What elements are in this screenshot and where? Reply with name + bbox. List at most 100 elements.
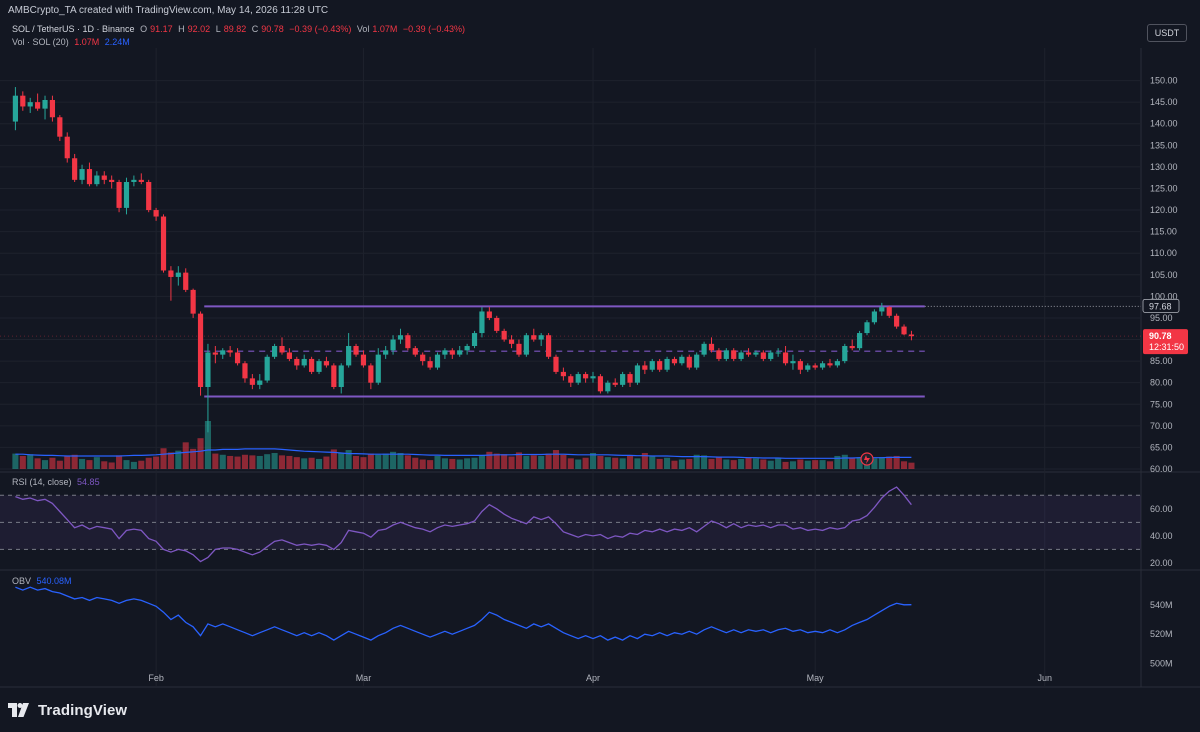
- candle: [819, 363, 826, 368]
- candle: [575, 374, 581, 383]
- obv-line: [15, 586, 912, 641]
- volume-bar: [190, 448, 197, 469]
- volume-bar: [701, 455, 708, 469]
- obv-tick-label: 500M: [1150, 659, 1173, 669]
- resistance-price-tag: [1142, 298, 1180, 313]
- volume-bar: [797, 459, 804, 469]
- time-tick-label: May: [807, 673, 825, 683]
- volume-bar: [745, 457, 752, 469]
- candle: [79, 169, 85, 180]
- candle: [449, 350, 455, 355]
- candle: [323, 361, 330, 366]
- candle: [434, 354, 441, 368]
- candle: [857, 333, 863, 349]
- volume-bar: [101, 461, 108, 469]
- volume-bar: [671, 460, 678, 469]
- volume-bar: [93, 457, 100, 469]
- volume-bar: [227, 455, 234, 469]
- volume-bar: [412, 457, 419, 469]
- volume-bar: [434, 455, 441, 469]
- candle: [701, 343, 707, 355]
- candle: [205, 352, 211, 387]
- volume-bar: [160, 448, 167, 469]
- tradingview-logo[interactable]: TradingView: [8, 700, 127, 720]
- volume-bar: [175, 450, 182, 469]
- volume-bar: [441, 458, 448, 469]
- low-label: L: [215, 24, 221, 34]
- candle: [812, 365, 818, 368]
- volume-bar: [589, 453, 597, 469]
- candle: [20, 95, 26, 107]
- volume-bar: [738, 458, 745, 469]
- candle: [531, 335, 537, 340]
- candle: [390, 339, 396, 351]
- candle: [494, 317, 500, 331]
- volume-bar: [856, 457, 863, 469]
- volume-bar: [604, 457, 611, 469]
- candle: [545, 335, 552, 357]
- alert-icon[interactable]: [860, 452, 874, 466]
- volume-bar: [315, 458, 323, 469]
- open-value: 91.17: [150, 24, 173, 34]
- price-tick-label: 75.00: [1150, 399, 1173, 409]
- candle: [294, 358, 300, 366]
- currency-button[interactable]: USDT: [1147, 24, 1187, 42]
- candle: [664, 358, 670, 370]
- change-value: −0.39 (−0.43%): [289, 24, 352, 34]
- volume-bar: [523, 455, 530, 469]
- candle: [768, 352, 774, 359]
- price-tick-label: 85.00: [1150, 356, 1173, 366]
- tradingview-logo-icon: [8, 703, 29, 717]
- volume-bar: [419, 459, 426, 469]
- close-label: C: [251, 24, 259, 34]
- time-tick-label: Jun: [1037, 673, 1052, 683]
- volume-bar: [715, 456, 722, 469]
- volume-bar: [86, 460, 93, 469]
- volume-bar: [71, 454, 78, 469]
- resistance-price-label: 97.68: [1149, 301, 1172, 311]
- volume-bar: [12, 453, 19, 469]
- candle: [123, 182, 130, 208]
- candle: [634, 365, 641, 383]
- volume-bar: [345, 450, 352, 469]
- volume-ma-line: [15, 448, 912, 459]
- volume-bar: [204, 421, 211, 469]
- volume-bar: [167, 452, 174, 469]
- volume-bar: [478, 455, 485, 469]
- candle: [879, 307, 885, 312]
- volume-bar: [804, 460, 811, 469]
- candle: [760, 352, 766, 359]
- volume-bar: [849, 457, 856, 469]
- volume-bar: [582, 457, 589, 469]
- volume-bar: [449, 458, 456, 469]
- price-tick-label: 125.00: [1150, 183, 1178, 193]
- candle: [620, 374, 626, 385]
- volume-bar: [27, 454, 34, 469]
- candle: [849, 346, 855, 349]
- volume-bar: [397, 453, 404, 469]
- volume-bar: [775, 458, 782, 469]
- volume-bar: [56, 460, 63, 469]
- candle: [797, 361, 803, 370]
- volume-bar: [834, 455, 841, 469]
- volume-bar: [41, 460, 49, 469]
- candle: [405, 335, 411, 349]
- volume-bar: [34, 458, 41, 469]
- candle: [301, 358, 307, 366]
- candle: [42, 100, 48, 109]
- volume-bar: [760, 459, 767, 469]
- price-tick-label: 120.00: [1150, 205, 1178, 215]
- volume-bar: [841, 454, 848, 469]
- candle: [738, 352, 744, 359]
- candle: [871, 311, 878, 323]
- volume-bar: [153, 456, 160, 469]
- volume-bar: [79, 458, 86, 469]
- candle: [94, 175, 100, 185]
- candle: [35, 102, 41, 109]
- time-axis: Feb Mar Apr May Jun: [148, 673, 1052, 683]
- candle: [116, 182, 122, 208]
- volume-bar: [308, 457, 315, 469]
- candle: [723, 350, 729, 359]
- candle: [353, 346, 359, 355]
